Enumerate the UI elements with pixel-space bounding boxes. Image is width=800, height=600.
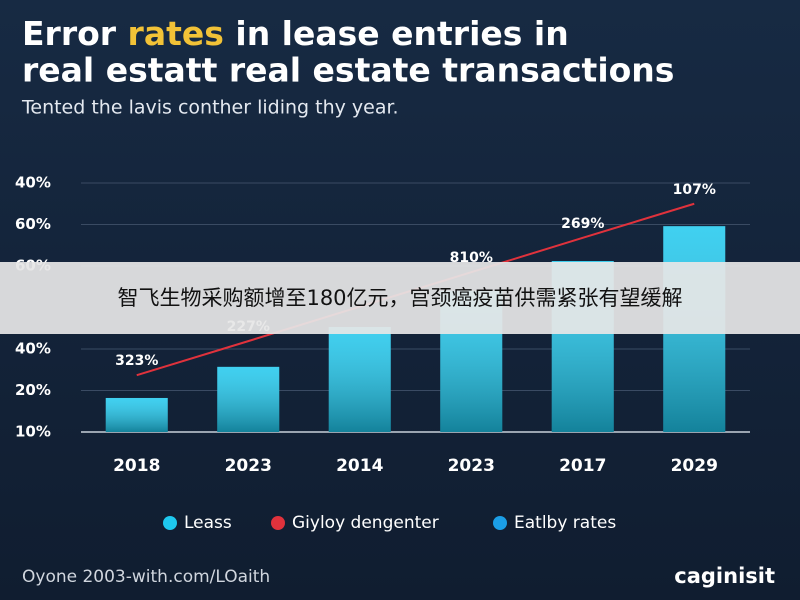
annotation: 107% bbox=[673, 182, 716, 198]
legend-marker bbox=[271, 516, 285, 530]
y-tick-label: 10% bbox=[15, 423, 51, 441]
y-tick-label: 40% bbox=[15, 340, 51, 358]
x-tick-label: 2014 bbox=[336, 456, 383, 476]
banner bbox=[0, 262, 800, 334]
chart-title: Error rates in lease entries in bbox=[22, 14, 569, 53]
y-tick-label: 60% bbox=[15, 215, 51, 233]
legend-label: Giyloy dengenter bbox=[292, 513, 439, 533]
legend-marker bbox=[163, 516, 177, 530]
x-tick-label: 2017 bbox=[559, 456, 606, 476]
x-tick-label: 2023 bbox=[448, 456, 495, 476]
bar-shade bbox=[105, 397, 168, 432]
legend-marker bbox=[493, 516, 507, 530]
x-tick-label: 2029 bbox=[671, 456, 718, 476]
annotation: 269% bbox=[561, 216, 604, 232]
footer: Oyone 2003-with.com/LOaith bbox=[22, 567, 270, 587]
legend-label: Eatlby rates bbox=[514, 513, 616, 533]
x-tick-label: 2018 bbox=[113, 456, 160, 476]
legend-label: Leass bbox=[184, 513, 232, 533]
bar-shade bbox=[217, 366, 280, 432]
annotation: 323% bbox=[115, 353, 158, 369]
bar-shade bbox=[328, 327, 391, 432]
legend: Leass Giyloy dengenter Eatlby rates bbox=[163, 513, 616, 533]
chart-title: real estatt real estate transactions bbox=[22, 51, 674, 90]
x-tick-label: 2023 bbox=[225, 456, 272, 476]
chart-subtitle: Tented the lavis conther liding thy year… bbox=[21, 97, 399, 119]
y-tick-label: 40% bbox=[15, 174, 51, 192]
y-tick-label: 20% bbox=[15, 381, 51, 399]
banner-text: 智飞生物采购额增至180亿元，宫颈癌疫苗供需紧张有望缓解 bbox=[117, 286, 682, 310]
logo: caginisit bbox=[674, 564, 775, 588]
